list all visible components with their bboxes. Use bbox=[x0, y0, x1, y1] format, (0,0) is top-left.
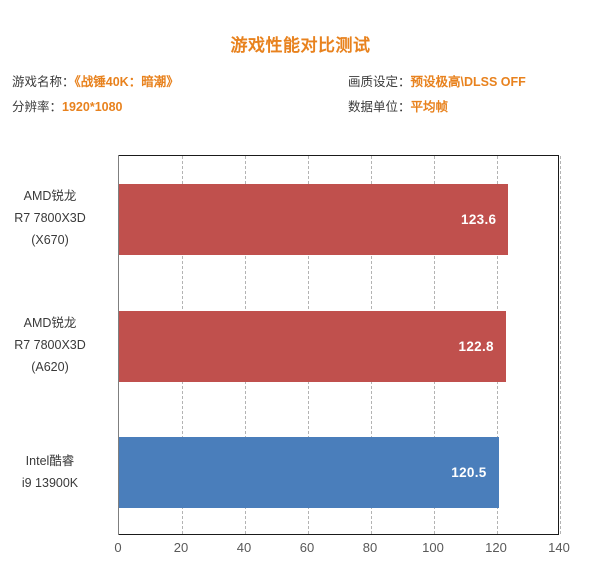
bar: 120.5 bbox=[119, 437, 499, 509]
category-label-line: i9 13900K bbox=[21, 475, 79, 490]
x-tick-label: 0 bbox=[114, 540, 122, 555]
meta-value-game-name: 《战锤40K：暗潮》 bbox=[74, 75, 179, 89]
bar-value-label: 122.8 bbox=[458, 338, 494, 354]
x-tick-label: 80 bbox=[362, 540, 378, 555]
meta-row-data-unit: 数据单位：平均帧 bbox=[348, 95, 526, 120]
category-label-line: R7 7800X3D bbox=[14, 211, 86, 226]
bar: 123.6 bbox=[119, 183, 509, 255]
meta-value-data-unit: 平均帧 bbox=[410, 100, 449, 114]
x-tick-label: 140 bbox=[548, 540, 570, 555]
category-label-line: R7 7800X3D bbox=[14, 338, 86, 352]
x-tick-label: 60 bbox=[299, 540, 315, 555]
meta-label-quality-setting: 画质设定： bbox=[348, 75, 411, 89]
meta-label-resolution: 分辨率： bbox=[12, 100, 63, 114]
bar: 122.8 bbox=[119, 310, 506, 382]
category-label: Intel酷睿 i9 13900K bbox=[0, 450, 106, 494]
x-tick-label: 120 bbox=[485, 540, 507, 555]
category-label-line: AMD锐龙 bbox=[23, 316, 77, 330]
category-label-line: (A620) bbox=[31, 360, 69, 374]
meta-label-data-unit: 数据单位： bbox=[348, 100, 411, 114]
x-tick-label: 20 bbox=[173, 540, 189, 555]
category-label-line: AMD锐龙 bbox=[23, 189, 77, 204]
meta-row-quality-setting: 画质设定：预设极高\DLSS OFF bbox=[348, 70, 526, 95]
meta-value-resolution: 1920*1080 bbox=[62, 100, 123, 114]
category-label-line: Intel酷睿 bbox=[25, 453, 75, 468]
category-label-line: (X670) bbox=[31, 233, 69, 248]
chart-plot-area: 123.6 122.8 120.5 bbox=[118, 155, 561, 535]
bar-value-label: 123.6 bbox=[461, 211, 497, 227]
bar-value-label: 120.5 bbox=[451, 465, 487, 481]
category-label: AMD锐龙 R7 7800X3D (X670) bbox=[0, 185, 106, 251]
meta-value-quality-setting: 预设极高\DLSS OFF bbox=[410, 75, 526, 89]
x-axis-tick-labels: 0 20 40 60 80 100 120 140 bbox=[114, 540, 569, 564]
x-tick-label: 100 bbox=[422, 540, 444, 555]
meta-column-left: 游戏名称：《战锤40K：暗潮》 分辨率：1920*1080 bbox=[12, 70, 179, 120]
meta-row-resolution: 分辨率：1920*1080 bbox=[12, 95, 179, 120]
y-axis-category-labels: AMD锐龙 R7 7800X3D (X670) AMD锐龙 R7 7800X3D (A62… bbox=[0, 155, 112, 535]
chart-bars: 123.6 122.8 120.5 bbox=[119, 156, 558, 534]
meta-column-right: 画质设定：预设极高\DLSS OFF 数据单位：平均帧 bbox=[348, 70, 526, 120]
gridline-140 bbox=[560, 156, 561, 534]
chart-meta-block: 游戏名称：《战锤40K：暗潮》 分辨率：1920*1080 画质设定：预设极高\… bbox=[0, 70, 601, 120]
page-title: 游戏性能对比测试 bbox=[230, 36, 371, 55]
meta-label-game-name: 游戏名称： bbox=[12, 75, 75, 89]
category-label: AMD锐龙 R7 7800X3D (A620) bbox=[0, 312, 106, 378]
meta-row-game-name: 游戏名称：《战锤40K：暗潮》 bbox=[12, 70, 179, 95]
x-tick-label: 40 bbox=[236, 540, 252, 555]
